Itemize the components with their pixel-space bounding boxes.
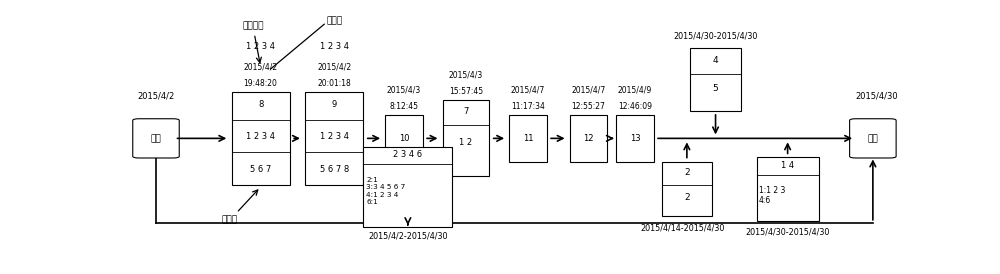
Text: 10: 10 bbox=[399, 134, 409, 143]
Text: 9: 9 bbox=[332, 101, 337, 109]
Text: 2015/4/30: 2015/4/30 bbox=[855, 92, 898, 101]
Text: 操作时间: 操作时间 bbox=[242, 22, 264, 62]
Text: 1 4: 1 4 bbox=[781, 161, 794, 170]
Text: 2 3 4 6: 2 3 4 6 bbox=[393, 150, 422, 159]
Text: 2: 2 bbox=[684, 193, 690, 202]
Bar bbox=[443, 100, 489, 176]
Text: 2015/4/7: 2015/4/7 bbox=[511, 85, 545, 94]
Text: 12:46:09: 12:46:09 bbox=[618, 102, 652, 111]
Bar bbox=[757, 157, 819, 221]
FancyBboxPatch shape bbox=[133, 119, 179, 158]
Bar bbox=[509, 115, 547, 162]
Text: 2015/4/3: 2015/4/3 bbox=[449, 71, 483, 79]
Text: 1 2 3 4: 1 2 3 4 bbox=[320, 42, 349, 51]
Text: 2015/4/7: 2015/4/7 bbox=[571, 85, 606, 94]
Text: 1 2 3 4: 1 2 3 4 bbox=[246, 132, 275, 141]
Text: 2015/4/2-2015/4/30: 2015/4/2-2015/4/30 bbox=[368, 232, 448, 241]
Bar bbox=[232, 92, 290, 185]
Text: 7: 7 bbox=[463, 107, 469, 116]
Bar bbox=[385, 115, 423, 162]
Text: 2015/4/30-2015/4/30: 2015/4/30-2015/4/30 bbox=[673, 32, 758, 41]
Text: 结束: 结束 bbox=[868, 134, 878, 143]
Text: 1 2 3 4: 1 2 3 4 bbox=[246, 42, 275, 51]
Text: 8:12:45: 8:12:45 bbox=[390, 102, 418, 111]
Text: 11: 11 bbox=[523, 134, 533, 143]
FancyBboxPatch shape bbox=[850, 119, 896, 158]
Text: 2015/4/30-2015/4/30: 2015/4/30-2015/4/30 bbox=[745, 228, 830, 237]
Text: 12: 12 bbox=[583, 134, 594, 143]
Bar bbox=[305, 92, 363, 185]
Text: 13: 13 bbox=[630, 134, 640, 143]
Text: 8: 8 bbox=[258, 101, 263, 109]
Text: 2015/4/9: 2015/4/9 bbox=[618, 85, 652, 94]
Text: 2015/4/2: 2015/4/2 bbox=[137, 92, 175, 101]
Text: 大分类: 大分类 bbox=[326, 17, 343, 26]
Text: 2015/4/2: 2015/4/2 bbox=[317, 62, 351, 71]
Text: 5: 5 bbox=[713, 84, 718, 93]
Text: 20:01:18: 20:01:18 bbox=[317, 79, 351, 88]
Text: 2: 2 bbox=[684, 168, 690, 177]
Text: 1:1 2 3
4:6: 1:1 2 3 4:6 bbox=[759, 185, 785, 205]
Text: 2:1
3:3 4 5 6 7
4:1 2 3 4
6:1: 2:1 3:3 4 5 6 7 4:1 2 3 4 6:1 bbox=[366, 177, 406, 205]
Bar bbox=[662, 162, 712, 216]
Text: 5 6 7: 5 6 7 bbox=[250, 164, 271, 173]
Text: 1 2: 1 2 bbox=[459, 138, 473, 147]
Text: 19:48:20: 19:48:20 bbox=[244, 79, 278, 88]
Text: 2015/4/2: 2015/4/2 bbox=[244, 62, 278, 71]
Text: 11:17:34: 11:17:34 bbox=[511, 102, 545, 111]
Bar bbox=[363, 147, 452, 227]
Text: 4: 4 bbox=[713, 56, 718, 65]
Text: 开始: 开始 bbox=[151, 134, 161, 143]
Bar bbox=[616, 115, 654, 162]
Text: 2015/4/3: 2015/4/3 bbox=[387, 85, 421, 94]
Text: 2015/4/14-2015/4/30: 2015/4/14-2015/4/30 bbox=[641, 224, 725, 233]
Text: 15:57:45: 15:57:45 bbox=[449, 87, 483, 96]
Text: 12:55:27: 12:55:27 bbox=[572, 102, 605, 111]
Bar bbox=[690, 48, 741, 111]
Text: 5 6 7 8: 5 6 7 8 bbox=[320, 164, 349, 173]
Text: 1 2 3 4: 1 2 3 4 bbox=[320, 132, 349, 141]
Bar bbox=[570, 115, 607, 162]
Text: 小分类: 小分类 bbox=[222, 190, 258, 225]
